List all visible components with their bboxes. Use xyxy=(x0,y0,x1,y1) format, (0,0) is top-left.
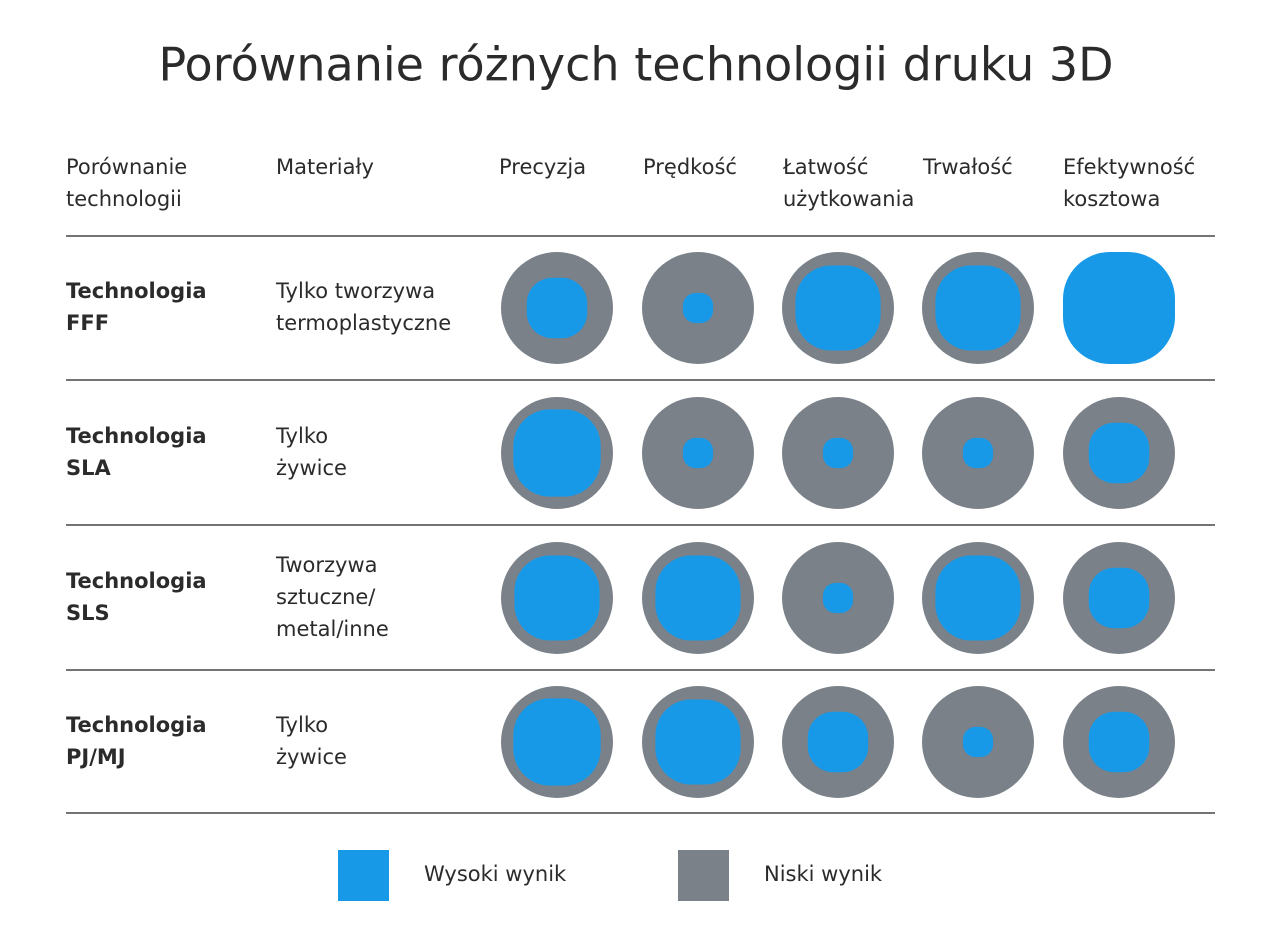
technology-name: SLA xyxy=(66,456,112,480)
score-mark xyxy=(822,582,854,614)
score-mark xyxy=(962,437,994,469)
materials: Tylko tworzywa xyxy=(275,279,435,303)
header-cell: Precyzja xyxy=(499,155,586,179)
materials: termoplastyczne xyxy=(276,311,451,335)
technology-name: Technologia xyxy=(66,424,207,448)
score-mark xyxy=(935,555,1021,641)
materials: metal/inne xyxy=(276,617,389,641)
legend-swatch xyxy=(678,850,729,901)
legend-swatch xyxy=(338,850,389,901)
materials: Tylko xyxy=(275,713,328,737)
score-mark xyxy=(1088,567,1150,629)
score-mark xyxy=(655,699,741,785)
technology-name: Technologia xyxy=(66,569,207,593)
materials: żywice xyxy=(276,745,347,769)
legend-label: Niski wynik xyxy=(764,862,883,886)
score-mark xyxy=(682,292,714,324)
header-cell: Materiały xyxy=(276,155,374,179)
header-cell: Porównanie xyxy=(66,155,187,179)
score-mark xyxy=(795,265,881,351)
materials: sztuczne/ xyxy=(276,585,376,609)
score-mark xyxy=(1063,252,1175,364)
header-cell: Łatwość xyxy=(782,155,868,179)
materials: Tylko xyxy=(275,424,328,448)
technology-name: Technologia xyxy=(66,279,207,303)
score-mark xyxy=(513,698,601,786)
score-mark xyxy=(1088,711,1150,773)
header-cell: technologii xyxy=(66,187,182,211)
header-cell: kosztowa xyxy=(1063,187,1160,211)
score-mark xyxy=(962,726,994,758)
technology-name: PJ/MJ xyxy=(66,745,126,769)
score-mark xyxy=(935,265,1021,351)
technology-name: SLS xyxy=(66,601,110,625)
header-cell: użytkowania xyxy=(783,187,914,211)
materials: żywice xyxy=(276,456,347,480)
technology-name: FFF xyxy=(66,311,109,335)
score-mark xyxy=(526,277,588,339)
header-cell: Trwałość xyxy=(922,155,1013,179)
legend-label: Wysoki wynik xyxy=(424,862,567,886)
score-mark xyxy=(807,711,869,773)
score-mark xyxy=(513,409,601,497)
score-mark xyxy=(514,555,600,641)
header-cell: Efektywność xyxy=(1063,155,1195,179)
header-cell: Prędkość xyxy=(643,155,737,179)
technology-name: Technologia xyxy=(66,713,207,737)
score-mark xyxy=(1088,422,1150,484)
score-mark xyxy=(822,437,854,469)
materials: Tworzywa xyxy=(275,553,378,577)
score-mark xyxy=(682,437,714,469)
score-mark xyxy=(655,555,741,641)
title: Porównanie różnych technologii druku 3D xyxy=(158,38,1113,92)
